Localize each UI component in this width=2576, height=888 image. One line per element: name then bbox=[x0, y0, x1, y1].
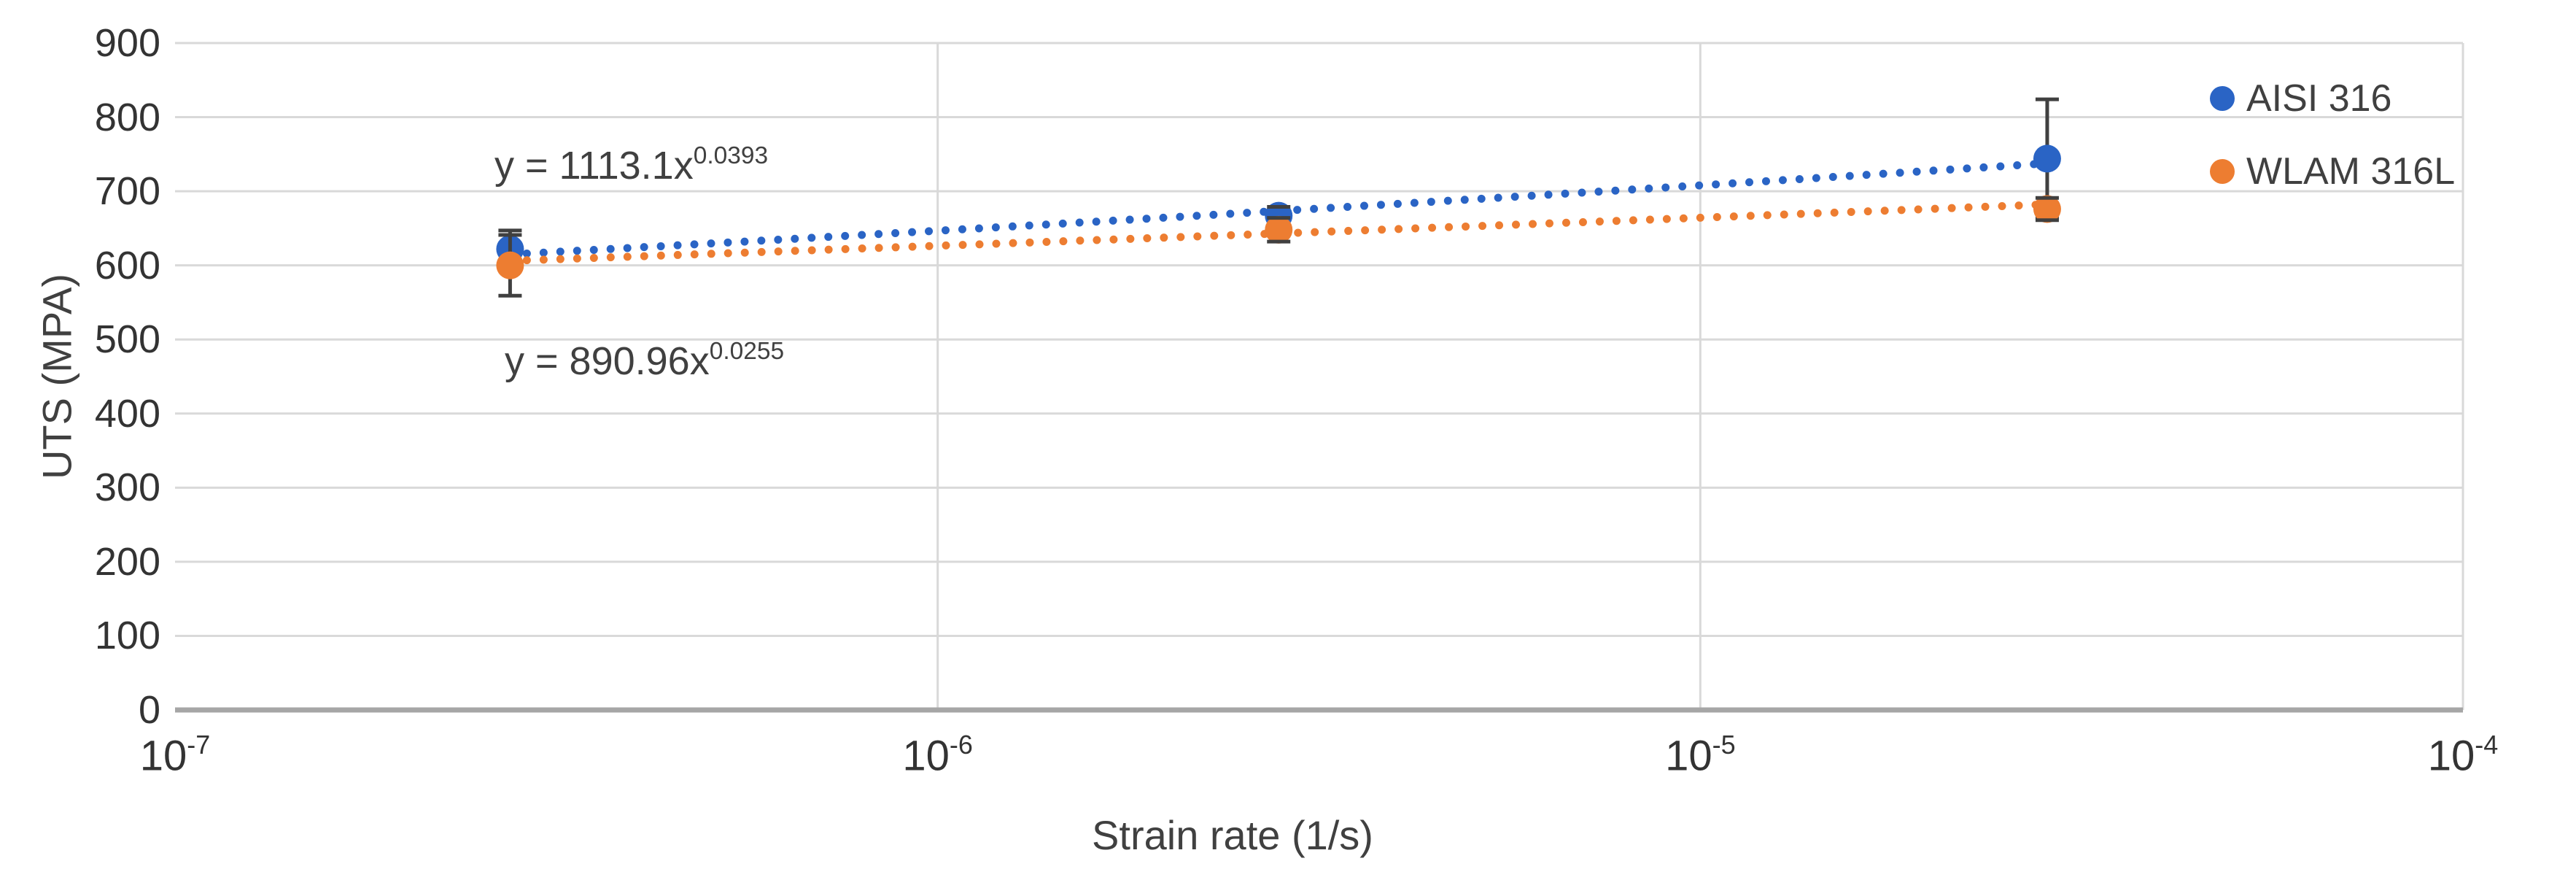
x-tick-label: 10-5 bbox=[1665, 730, 1736, 780]
data-point-marker bbox=[1265, 215, 1293, 244]
x-tick-label: 10-6 bbox=[902, 730, 973, 780]
y-tick-label: 900 bbox=[94, 21, 160, 65]
y-tick-label: 400 bbox=[94, 391, 160, 436]
y-tick-label: 700 bbox=[94, 169, 160, 214]
legend-marker-icon bbox=[2210, 159, 2235, 184]
data-point-marker bbox=[496, 251, 524, 279]
y-tick-label: 800 bbox=[94, 95, 160, 139]
equation-text: y = 890.96x bbox=[505, 339, 710, 383]
equation-exponent: 0.0255 bbox=[709, 338, 785, 366]
y-tick-label: 200 bbox=[94, 539, 160, 584]
legend-item-wlam-316l: WLAM 316L bbox=[2210, 147, 2455, 196]
y-tick-label: 0 bbox=[138, 688, 160, 732]
y-axis-title: UTS (MPA) bbox=[34, 273, 80, 480]
equation-exponent: 0.0393 bbox=[693, 142, 769, 170]
y-tick-label: 100 bbox=[94, 614, 160, 658]
legend-label: AISI 316 bbox=[2246, 77, 2392, 120]
legend-label: WLAM 316L bbox=[2246, 150, 2456, 193]
x-tick-label: 10-4 bbox=[2427, 730, 2499, 780]
trendline-equation-aisi-316: y = 1113.1x0.0393 bbox=[494, 142, 769, 188]
legend-marker-icon bbox=[2210, 86, 2235, 111]
data-point-marker bbox=[2033, 144, 2061, 173]
data-point-marker bbox=[2033, 195, 2061, 223]
y-tick-label: 500 bbox=[94, 317, 160, 362]
legend-item-aisi-316: AISI 316 bbox=[2210, 74, 2455, 123]
x-axis-title: Strain rate (1/s) bbox=[1092, 812, 1373, 858]
y-tick-label: 300 bbox=[94, 466, 160, 510]
legend: AISI 316 WLAM 316L bbox=[2210, 74, 2455, 220]
trendline-equation-wlam-316l: y = 890.96x0.0255 bbox=[505, 338, 785, 384]
equation-text: y = 1113.1x bbox=[494, 144, 694, 188]
x-tick-label: 10-7 bbox=[139, 730, 211, 780]
y-tick-label: 600 bbox=[94, 243, 160, 287]
